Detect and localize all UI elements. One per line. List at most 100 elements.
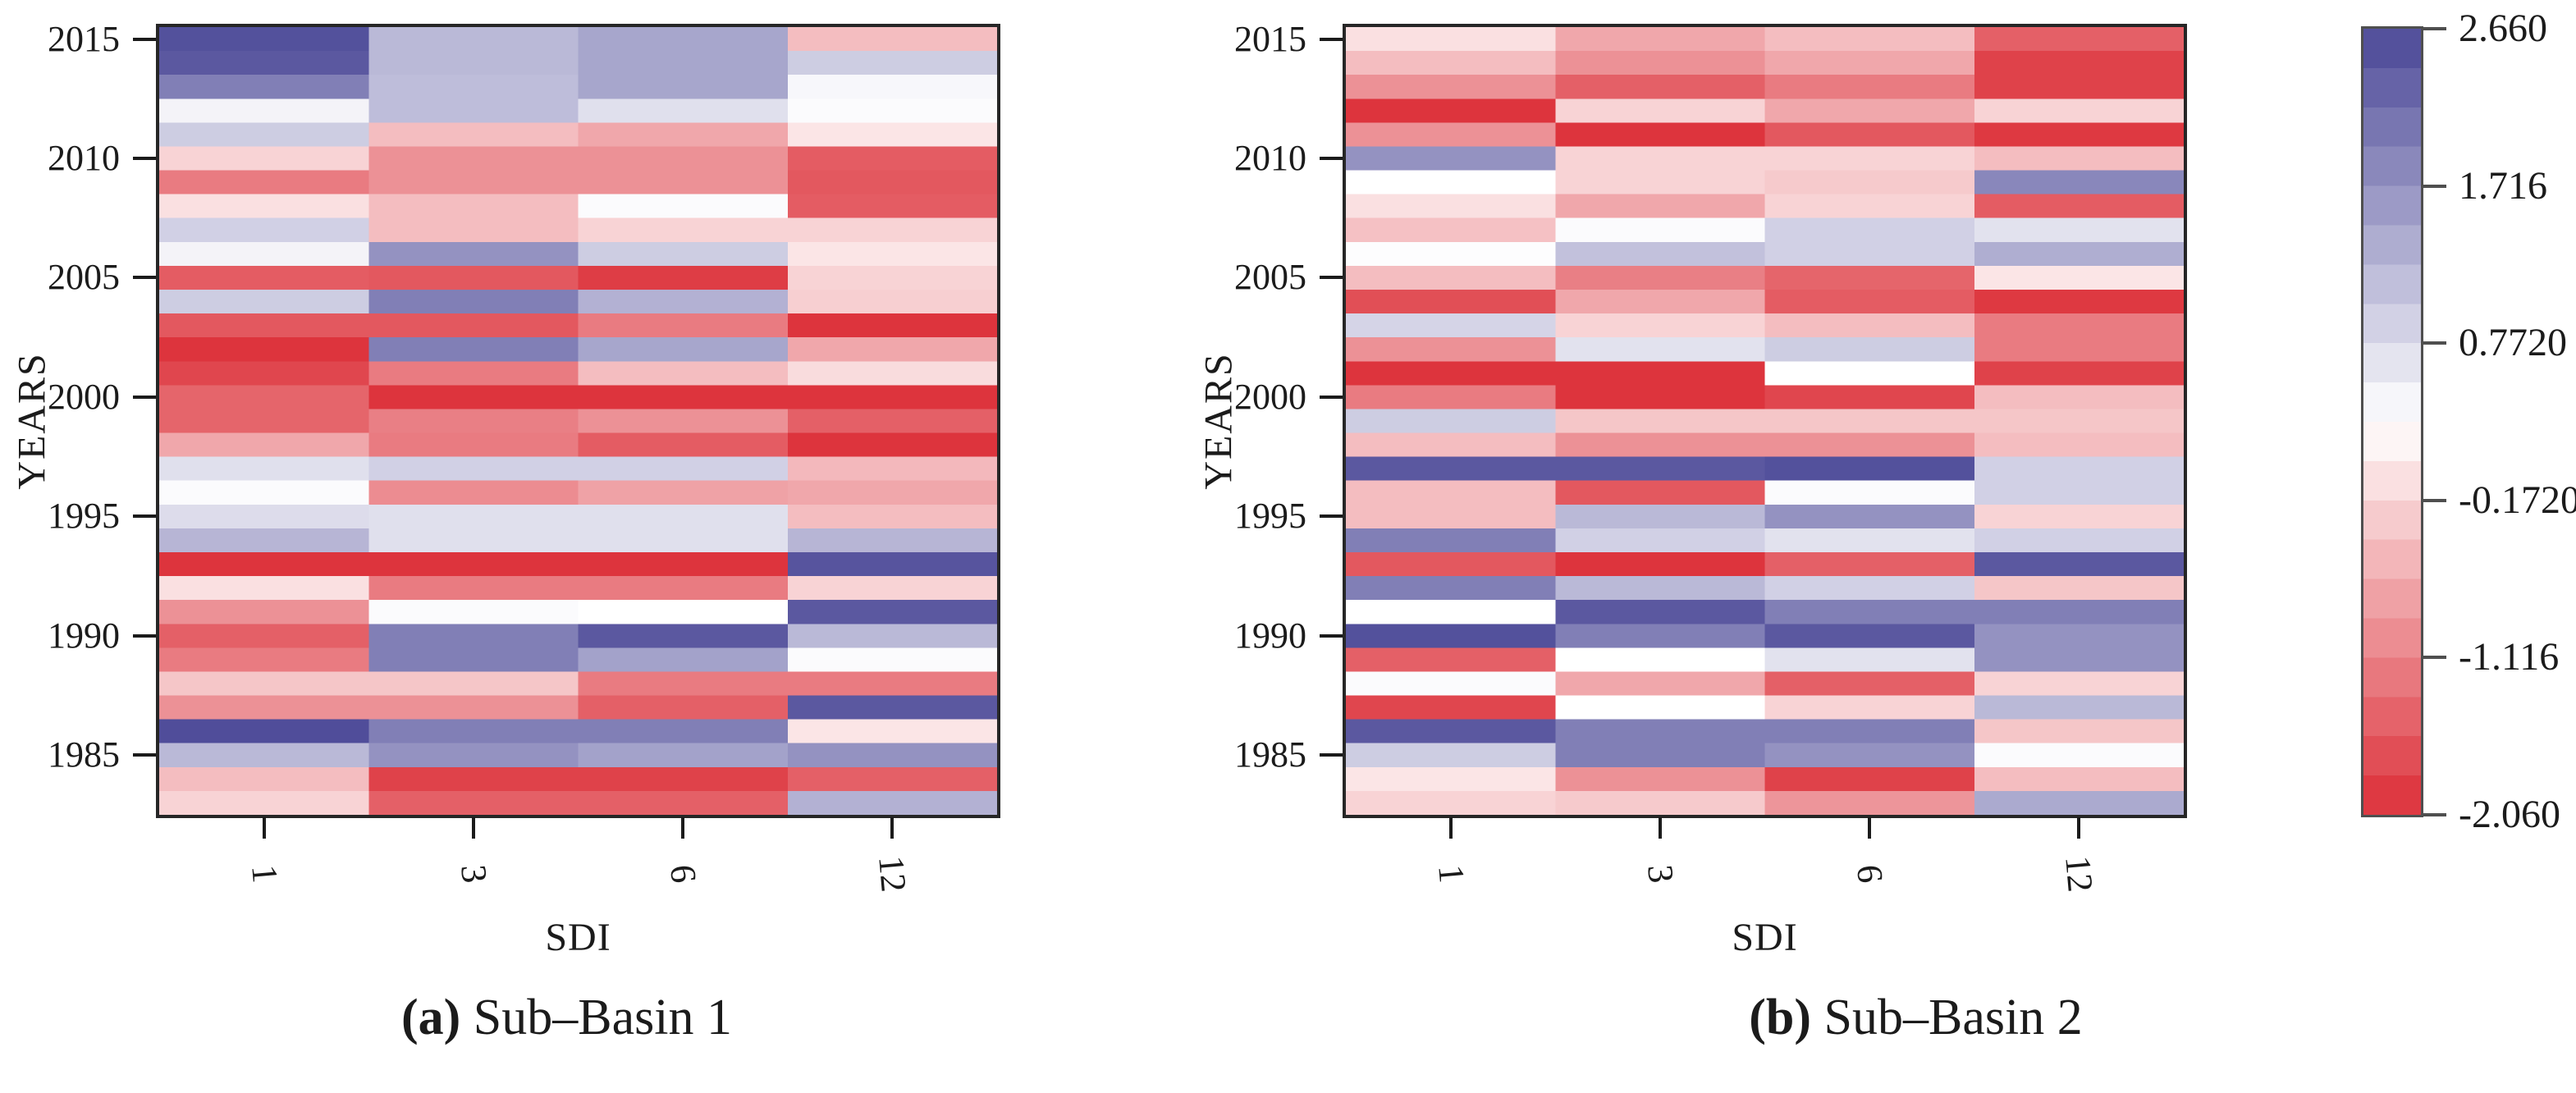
heatmap-cell [1974,766,2184,793]
heatmap-cell [1764,790,1981,815]
colorbar-tick [2423,341,2446,345]
heatmap-cell [159,456,375,482]
heatmap-cell [1974,456,2184,482]
x-axis-tick [1868,817,1872,839]
heatmap-cell [368,600,585,625]
heatmap-cell [578,385,794,410]
heatmap-cell [1346,385,1562,410]
heatmap-cell [159,695,375,721]
heatmap-cell [1555,647,1772,673]
heatmap-cell [1346,122,1562,148]
y-tick-label: 1995 [48,496,120,537]
heatmap-cell [1764,170,1981,196]
x-tick-label: 1 [1430,862,1472,885]
colorbar-segment [2363,304,2421,345]
heatmap-cell [368,432,585,459]
heatmap-cell [1346,432,1562,459]
heatmap-cell [578,719,794,745]
heatmap-cell [159,265,375,291]
heatmap-cell [368,528,585,554]
x-axis-tick [262,817,266,839]
heatmap-cell [578,504,794,530]
x-tick-label: 6 [1849,862,1891,885]
heatmap-cell [1764,313,1981,339]
heatmap-cell [578,695,794,721]
heatmap-cell [1555,241,1772,268]
colorbar-segment [2363,264,2421,306]
x-tick-label: 3 [1640,862,1681,885]
heatmap-cell [1764,671,1981,697]
heatmap-cell [1346,743,1562,769]
heatmap-cell [1764,766,1981,793]
y-axis-tick [133,395,156,399]
heatmap-cell [578,766,794,793]
heatmap-cell [1974,146,2184,171]
heatmap-cell [1764,456,1981,482]
colorbar-tick-label: 2.660 [2459,7,2547,50]
heatmap-cell [1346,719,1562,745]
heatmap-cell [1764,480,1981,506]
heatmap-cell [1974,624,2184,649]
heatmap-cell [1346,528,1562,554]
heatmap-cell [368,695,585,721]
heatmap-cell [1555,456,1772,482]
heatmap-cell [159,146,375,171]
heatmap-cell [1555,600,1772,625]
heatmap-cell [1346,265,1562,291]
heatmap-cell [1764,98,1981,124]
heatmap-cell [787,695,997,721]
heatmap-cell [1764,528,1981,554]
heatmap-cell [1764,432,1981,459]
heatmap-cell [159,624,375,649]
heatmap-cell [787,51,997,76]
colorbar-segment [2363,107,2421,149]
heatmap-cell [368,504,585,530]
heatmap-cell [159,409,375,434]
x-axis-label: SDI [545,916,611,959]
heatmap-cell [578,170,794,196]
heatmap-cell [1346,409,1562,434]
heatmap-cell [787,385,997,410]
heatmap-cell [368,217,585,244]
heatmap-cell [1974,241,2184,268]
heatmap-cell [1555,337,1772,363]
heatmap-cell [159,194,375,220]
heatmap-cell [1764,265,1981,291]
heatmap-cell [1555,480,1772,506]
heatmap-cell [1974,671,2184,697]
heatmap-cell [368,290,585,315]
heatmap-cell [578,98,794,124]
y-tick-label: 1990 [1234,615,1306,656]
heatmap-cell [1764,146,1981,171]
heatmap-cell [787,576,997,601]
heatmap-cell [787,27,997,53]
heatmap-cell [368,647,585,673]
heatmap-cell [368,27,585,53]
heatmap-cell [1555,313,1772,339]
heatmap-cell [1974,170,2184,196]
heatmap-cell [1346,576,1562,601]
heatmap-cell [787,241,997,268]
heatmap-cell [578,647,794,673]
heatmap-cell [1346,27,1562,53]
heatmap-cell [578,290,794,315]
heatmap-cell [1974,75,2184,100]
colorbar-tick [2423,813,2446,816]
x-tick-label: 3 [453,862,495,885]
heatmap-cell [787,600,997,625]
heatmap-cell [1555,743,1772,769]
heatmap-cell [1555,290,1772,315]
heatmap-cell [1555,122,1772,148]
heatmap-cell [1974,719,2184,745]
y-tick-label: 1990 [48,615,120,656]
colorbar-tick-label: -2.060 [2459,793,2560,836]
heatmap-cell [368,361,585,386]
heatmap-cell [368,671,585,697]
heatmap-cell [1974,194,2184,220]
heatmap-cell [1974,51,2184,76]
colorbar-tick [2423,184,2446,188]
caption-marker: (b) [1749,990,1812,1045]
x-tick-label: 12 [2057,853,2102,894]
heatmap-cell [787,313,997,339]
heatmap-cell [1974,432,2184,459]
